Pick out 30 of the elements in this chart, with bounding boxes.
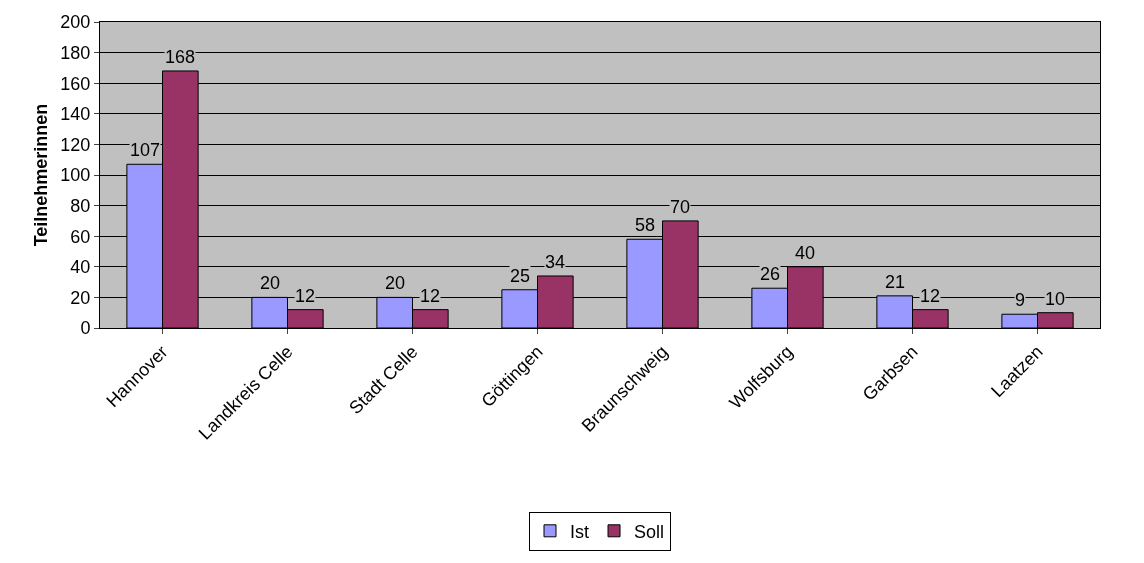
y-tick-label: 100 <box>60 165 91 186</box>
data-label: 10 <box>1045 289 1066 309</box>
data-label: 168 <box>165 47 196 67</box>
y-axis-title: Teilnehmerinnen <box>30 103 51 247</box>
data-label: 58 <box>635 215 656 235</box>
data-label: 26 <box>760 264 781 284</box>
data-label: 9 <box>1015 290 1026 310</box>
data-label: 12 <box>920 286 941 306</box>
y-tick-label: 40 <box>70 257 91 278</box>
y-tick-label: 60 <box>70 226 91 247</box>
y-tick-label: 200 <box>60 12 91 33</box>
legend-label: Ist <box>570 521 590 542</box>
data-label: 20 <box>385 273 406 293</box>
y-tick-label: 120 <box>60 134 91 155</box>
data-label: 25 <box>510 266 531 286</box>
data-label: 20 <box>260 273 281 293</box>
data-label: 12 <box>420 286 441 306</box>
data-label: 12 <box>295 286 316 306</box>
y-tick-label: 180 <box>60 42 91 63</box>
legend-label: Soll <box>634 521 665 542</box>
y-tick-label: 20 <box>70 287 91 308</box>
data-label: 40 <box>795 243 816 263</box>
data-label: 70 <box>670 197 691 217</box>
data-label: 34 <box>545 252 566 272</box>
y-tick-label: 0 <box>80 318 91 339</box>
data-label: 21 <box>885 272 906 292</box>
y-tick-label: 80 <box>70 195 91 216</box>
y-tick-label: 140 <box>60 104 91 125</box>
data-label: 107 <box>130 140 161 160</box>
y-tick-label: 160 <box>60 73 91 94</box>
